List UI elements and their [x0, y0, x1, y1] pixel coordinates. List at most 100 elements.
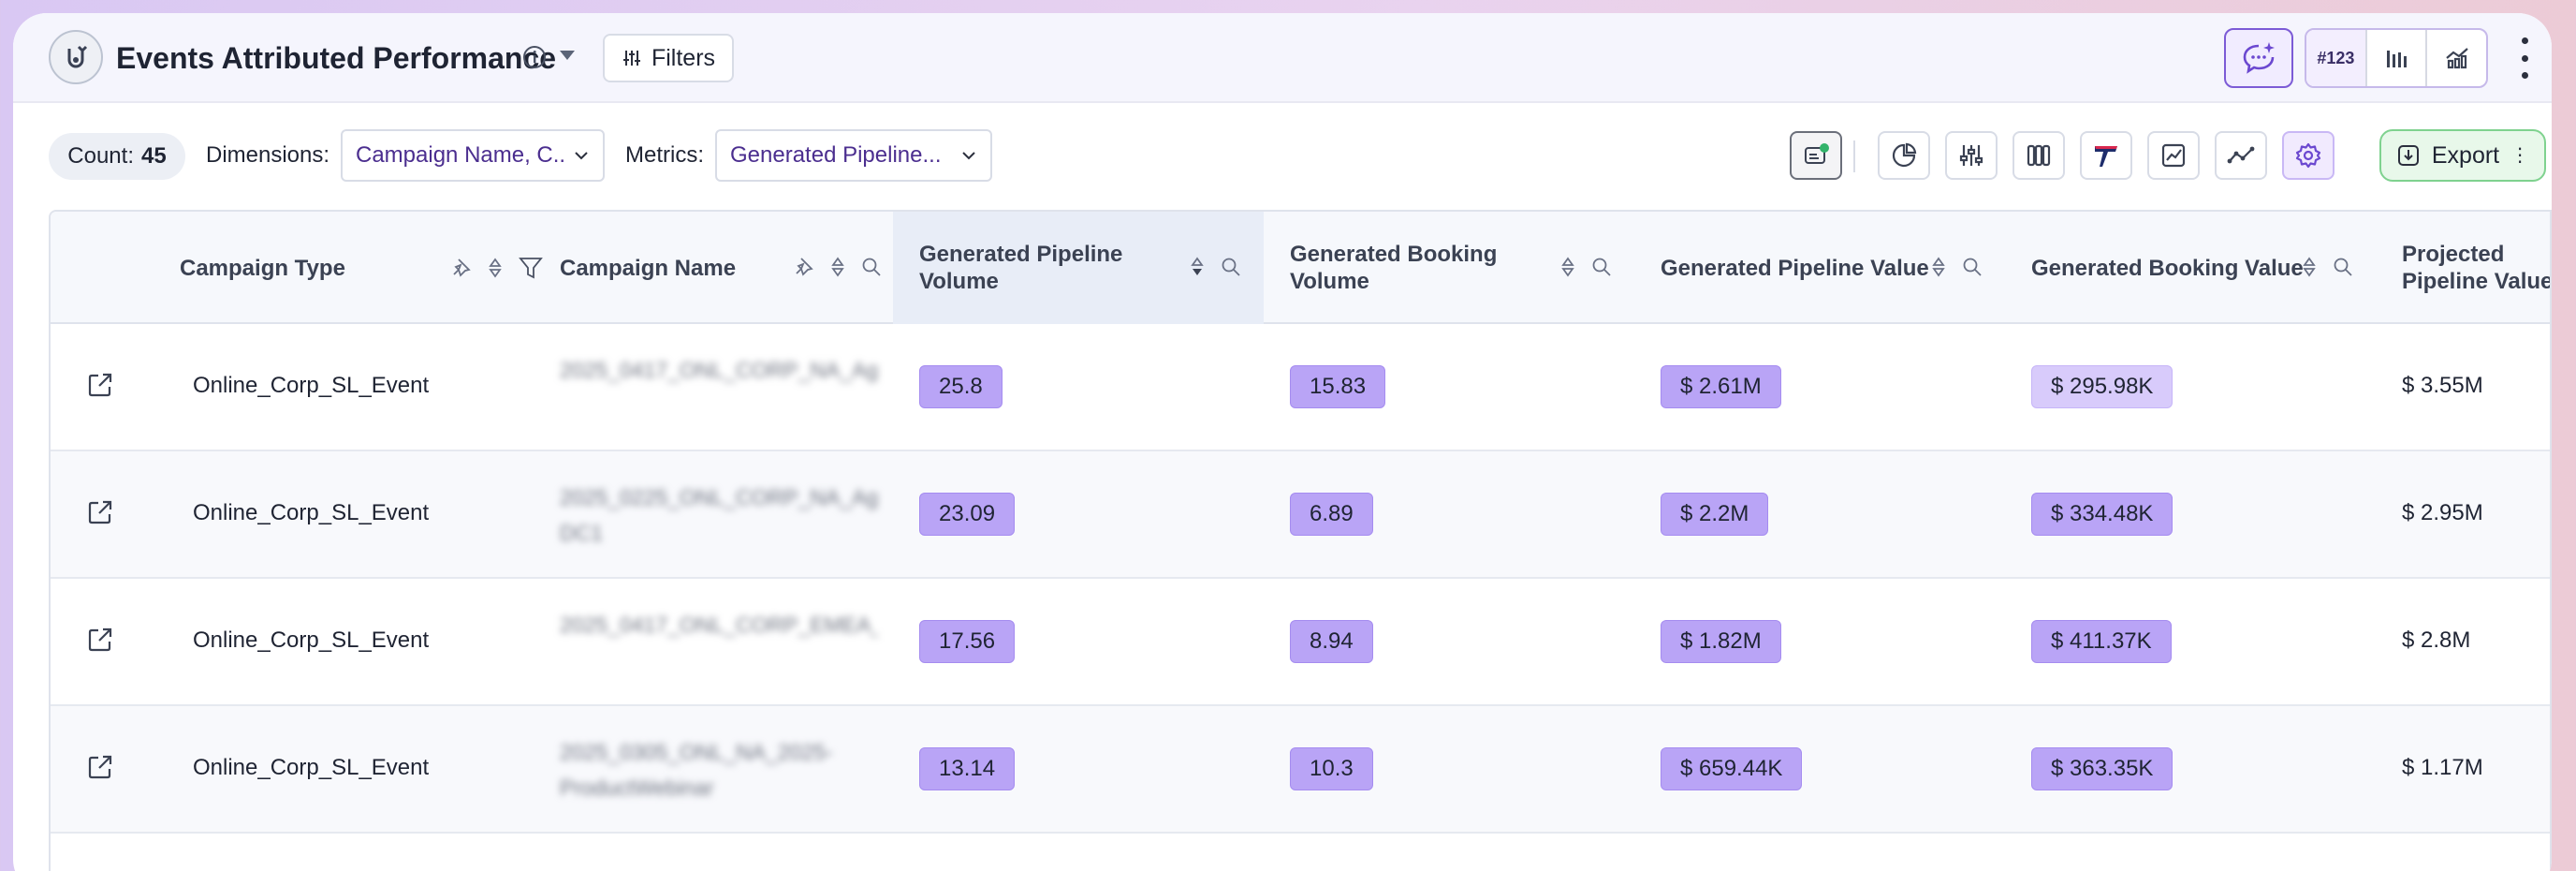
- column-label: Generated Booking Volume: [1290, 242, 1498, 294]
- booking-volume-pill: 10.3: [1290, 747, 1373, 790]
- column-label: Generated Pipeline Value: [1661, 255, 1929, 281]
- title-dropdown-icon[interactable]: [560, 51, 575, 60]
- column-label: Generated Booking Value: [2031, 255, 2304, 281]
- more-options-icon[interactable]: [2518, 37, 2531, 79]
- projected-pipeline-value-cell: $ 1.17M: [2402, 755, 2483, 780]
- campaign-name-cell: 2025_0417_ONL_CORP_EMEA_AgentFest2025: [560, 613, 878, 637]
- sort-icon[interactable]: [831, 256, 844, 278]
- sort-icon[interactable]: [2303, 256, 2316, 278]
- projected-pipeline-value-cell: $ 2.95M: [2402, 500, 2483, 525]
- search-icon[interactable]: [2333, 257, 2353, 277]
- columns-button[interactable]: [2012, 131, 2065, 180]
- column-header-projected-pipeline-value[interactable]: Projected Pipeline Value: [2376, 212, 2550, 324]
- sort-icon[interactable]: [1561, 256, 1574, 278]
- adjust-button[interactable]: [1945, 131, 1998, 180]
- line-chart-button[interactable]: [2215, 131, 2267, 180]
- sliders-icon: [622, 51, 640, 66]
- data-source-button[interactable]: [1790, 131, 1842, 180]
- campaign-name-cell: 2025_0417_ONL_CORP_NA_AgentFest2025: [560, 358, 878, 382]
- info-icon[interactable]: [522, 45, 547, 69]
- sort-icon[interactable]: [1932, 256, 1945, 278]
- chevron-down-icon: [962, 152, 975, 160]
- page-header: Events Attributed Performance Filters: [13, 13, 2552, 103]
- campaign-type-cell: Online_Corp_SL_Event: [193, 755, 430, 780]
- toolbar-divider: [1853, 140, 1855, 172]
- table-view-button[interactable]: [2367, 30, 2428, 86]
- column-header-booking-value[interactable]: Generated Booking Value: [2005, 212, 2376, 324]
- export-more-icon[interactable]: ⋮: [2510, 145, 2530, 166]
- filter-icon[interactable]: [519, 256, 543, 280]
- count-label: Count:: [67, 143, 134, 169]
- projected-pipeline-value-cell: $ 3.55M: [2402, 373, 2483, 398]
- pin-icon[interactable]: [451, 257, 472, 279]
- booking-volume-pill: 15.83: [1290, 365, 1386, 408]
- database-status-icon: [1805, 143, 1829, 164]
- metrics-value: Generated Pipeline...: [730, 142, 942, 168]
- chevron-down-icon: [575, 152, 588, 160]
- line-chart-icon: [2227, 146, 2255, 164]
- export-button[interactable]: Export ⋮: [2379, 129, 2546, 182]
- pipeline-volume-pill: 25.8: [919, 365, 1003, 408]
- sort-icon[interactable]: [489, 257, 502, 279]
- open-external-icon[interactable]: [86, 498, 114, 526]
- booking-value-pill: $ 295.98K: [2031, 365, 2174, 408]
- dimensions-label: Dimensions:: [206, 142, 330, 168]
- metrics-select[interactable]: Generated Pipeline...: [715, 129, 992, 182]
- bar-table-icon: [2387, 51, 2407, 67]
- number-view-button[interactable]: #123: [2306, 30, 2367, 86]
- app-window: Events Attributed Performance Filters: [13, 13, 2552, 871]
- table-row[interactable]: Online_Corp_SL_Event 2025_0305_ONL_NA_20…: [51, 706, 2550, 834]
- export-label: Export: [2431, 141, 2500, 169]
- search-icon[interactable]: [861, 257, 882, 277]
- brand-app-button[interactable]: [2080, 131, 2132, 180]
- column-header-campaign-type[interactable]: Campaign Type: [180, 212, 582, 324]
- settings-button[interactable]: [2282, 131, 2334, 180]
- search-icon[interactable]: [1221, 257, 1241, 277]
- dimensions-value: Campaign Name, C...: [356, 142, 564, 168]
- open-external-icon[interactable]: [86, 753, 114, 781]
- dimensions-select[interactable]: Campaign Name, C...: [341, 129, 605, 182]
- sort-descending-icon[interactable]: [1191, 256, 1204, 278]
- column-header-booking-volume[interactable]: Generated Booking Volume: [1264, 212, 1634, 324]
- pie-chart-icon: [1892, 142, 1917, 168]
- filters-button[interactable]: Filters: [603, 34, 734, 82]
- column-header-campaign-name[interactable]: Campaign Name: [560, 212, 944, 324]
- count-badge: Count: 45: [49, 133, 185, 180]
- campaign-type-cell: Online_Corp_SL_Event: [193, 627, 430, 653]
- pipeline-volume-pill: 13.14: [919, 747, 1016, 790]
- table-row[interactable]: Online_Corp_SL_Event 2025_0417_ONL_CORP_…: [51, 324, 2550, 451]
- search-icon[interactable]: [1962, 257, 1983, 277]
- column-header-pipeline-value[interactable]: Generated Pipeline Value: [1634, 212, 2005, 324]
- open-external-icon[interactable]: [86, 371, 114, 399]
- filters-label: Filters: [651, 44, 716, 71]
- search-icon[interactable]: [1591, 257, 1612, 277]
- pie-chart-button[interactable]: [1878, 131, 1930, 180]
- table-row[interactable]: Online_Corp_SL_Event 2025_0417_ONL_CORP_…: [51, 579, 2550, 706]
- view-mode-group: #123: [2305, 28, 2488, 88]
- pipeline-value-pill: $ 2.61M: [1661, 365, 1781, 408]
- number-view-label: #123: [2317, 48, 2355, 67]
- page-title: Events Attributed Performance: [116, 41, 557, 75]
- column-header-pipeline-volume[interactable]: Generated Pipeline Volume: [893, 212, 1264, 324]
- pin-icon[interactable]: [794, 256, 814, 278]
- campaign-name-cell: 2025_0305_ONL_NA_2025-ProductWebinar: [560, 740, 833, 800]
- gear-icon: [2295, 142, 2321, 169]
- pipeline-volume-pill: 17.56: [919, 620, 1016, 663]
- pipeline-value-pill: $ 659.44K: [1661, 747, 1803, 790]
- chart-view-button[interactable]: [2427, 30, 2486, 86]
- campaign-type-cell: Online_Corp_SL_Event: [193, 500, 430, 525]
- column-label: Campaign Name: [560, 255, 737, 281]
- metrics-label: Metrics:: [625, 142, 704, 168]
- sliders-icon: [1959, 145, 1983, 166]
- open-external-icon[interactable]: [86, 626, 114, 654]
- booking-volume-pill: 8.94: [1290, 620, 1373, 663]
- ai-chat-button[interactable]: [2224, 28, 2293, 88]
- trend-chart-button[interactable]: [2147, 131, 2200, 180]
- table-row[interactable]: Online_Corp_SL_Event 2025_0225_ONL_CORP_…: [51, 451, 2550, 579]
- table-header: Campaign Type Campaign Name Generated Pi…: [51, 212, 2550, 324]
- campaign-name-cell: 2025_0225_ONL_CORP_NA_AgentCreator-DC1: [560, 485, 878, 545]
- app-logo-icon[interactable]: [49, 30, 103, 84]
- count-value: 45: [141, 143, 167, 169]
- booking-volume-pill: 6.89: [1290, 493, 1373, 536]
- pipeline-value-pill: $ 1.82M: [1661, 620, 1781, 663]
